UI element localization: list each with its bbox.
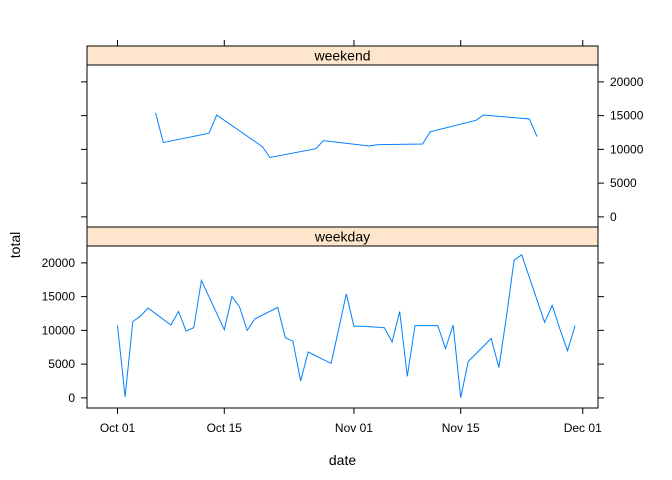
x-tick-label: Dec 01 xyxy=(564,421,602,435)
y-tick-label-weekend: 15000 xyxy=(610,109,644,123)
y-tick-label-weekend: 20000 xyxy=(610,75,644,89)
y-tick-label-weekday: 15000 xyxy=(42,290,76,304)
x-tick-label: Nov 01 xyxy=(335,421,373,435)
y-tick-label-weekday: 5000 xyxy=(48,357,75,371)
x-tick-label: Nov 15 xyxy=(442,421,480,435)
weekday-plot-area xyxy=(86,245,599,409)
weekday-series-line xyxy=(117,254,576,398)
weekend-plot-area xyxy=(86,64,599,228)
x-axis-label: date xyxy=(329,452,356,468)
y-tick-label-weekday: 10000 xyxy=(42,323,76,337)
y-tick-label-weekday: 20000 xyxy=(42,256,76,270)
x-tick-label: Oct 15 xyxy=(207,421,243,435)
y-tick-label-weekend: 0 xyxy=(610,210,617,224)
axes: Oct 01 Oct 15 Nov 01 Nov 15 Dec 01 0 0 5000 5000… xyxy=(42,40,644,435)
weekend-series-line xyxy=(155,112,538,159)
x-tick-label: Oct 01 xyxy=(100,421,136,435)
weekday-strip-label: weekday xyxy=(314,229,370,245)
y-tick-label-weekend: 5000 xyxy=(610,176,637,190)
weekday-panel: weekday xyxy=(86,226,599,409)
weekend-panel: weekend xyxy=(86,45,599,228)
y-axis-label: total xyxy=(7,232,23,258)
y-tick-label-weekday: 0 xyxy=(68,391,75,405)
weekend-strip-label: weekend xyxy=(313,48,370,64)
y-tick-label-weekend: 10000 xyxy=(610,142,644,156)
